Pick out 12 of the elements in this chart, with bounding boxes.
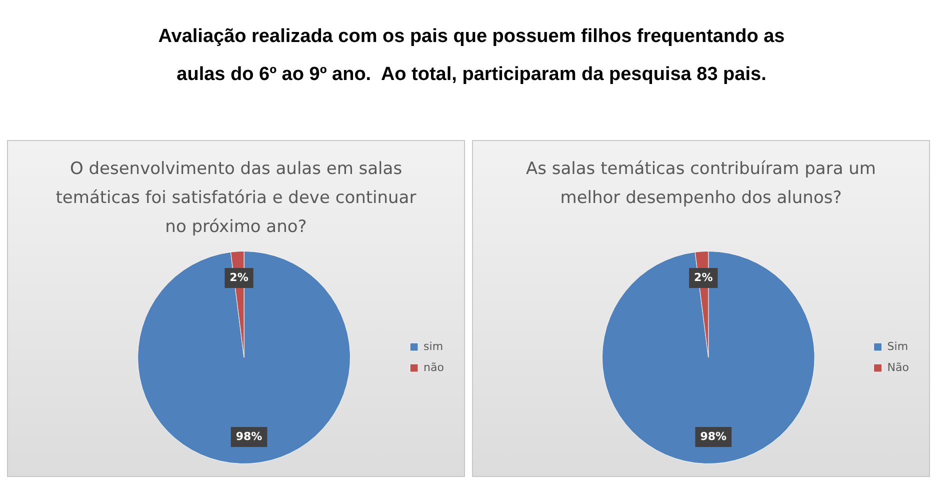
data-label: 2%: [230, 270, 248, 284]
text: Avaliação realizada com os pais que possuem filhos frequentando as: [157, 25, 786, 49]
chart-title: O desenvolvimento das aulas em salas temáticas foi satisfatória e deve continuar no próximo ano?: [54, 158, 418, 239]
legend-label: sim: [424, 340, 444, 353]
data-label: 98%: [236, 430, 262, 443]
text: aulas do 6º ao 9º ano. Ao total, participaram da pesquisa 83 pais.: [176, 63, 768, 87]
data-label: 98%: [700, 430, 727, 443]
legend-label: Sim: [887, 340, 908, 353]
chart-title: As salas temáticas contribuíram para um melhor desempenho dos alunos?: [525, 158, 877, 210]
legend-label: não: [424, 360, 444, 374]
data-label: 2%: [694, 270, 713, 284]
legend-label: Não: [887, 360, 910, 374]
